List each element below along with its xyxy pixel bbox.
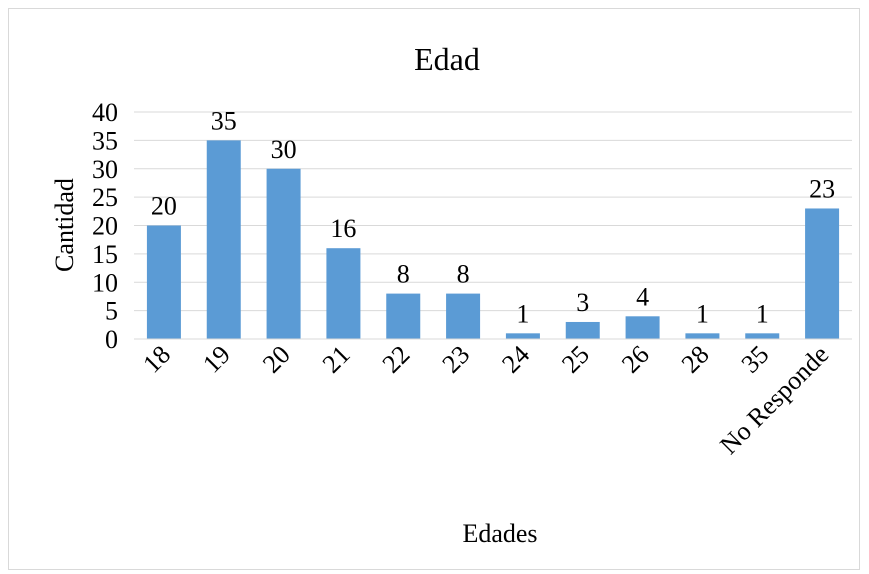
data-label: 20 bbox=[151, 192, 177, 221]
data-label: 4 bbox=[636, 282, 649, 311]
y-axis-label: Cantidad bbox=[50, 178, 79, 272]
y-tick-label: 35 bbox=[92, 126, 118, 155]
x-tick-label: 19 bbox=[197, 340, 236, 379]
data-label: 8 bbox=[397, 260, 410, 289]
gridlines bbox=[134, 111, 852, 312]
x-tick-label: 21 bbox=[317, 340, 356, 379]
x-tick-label: No Responde bbox=[714, 340, 834, 460]
y-tick-label: 40 bbox=[92, 98, 118, 127]
bar bbox=[266, 168, 301, 339]
bar bbox=[386, 293, 421, 339]
data-label: 3 bbox=[576, 288, 589, 317]
x-tick-label: 25 bbox=[556, 340, 595, 379]
x-tick-label: 24 bbox=[496, 340, 535, 379]
chart-title: Edad bbox=[414, 41, 480, 77]
data-label: 1 bbox=[756, 299, 769, 328]
data-label: 23 bbox=[809, 174, 835, 203]
x-tick-label: 22 bbox=[377, 340, 416, 379]
y-tick-label: 20 bbox=[92, 212, 118, 241]
data-label: 16 bbox=[330, 214, 356, 243]
y-tick-label: 0 bbox=[105, 325, 118, 354]
bar bbox=[565, 321, 600, 339]
bar bbox=[685, 333, 720, 339]
bar bbox=[146, 225, 181, 339]
data-label: 8 bbox=[457, 260, 470, 289]
y-tick-label: 15 bbox=[92, 240, 118, 269]
data-label: 1 bbox=[696, 299, 709, 328]
bar bbox=[745, 333, 780, 339]
data-label: 1 bbox=[516, 299, 529, 328]
bar bbox=[505, 333, 540, 339]
bar bbox=[446, 293, 481, 339]
x-axis-label: Edades bbox=[462, 519, 537, 548]
y-tick-label: 5 bbox=[105, 297, 118, 326]
y-tick-label: 30 bbox=[92, 155, 118, 184]
y-tick-label: 25 bbox=[92, 183, 118, 212]
bar bbox=[805, 208, 840, 339]
x-tick-label: 20 bbox=[257, 340, 296, 379]
data-labels: 20 35 30 16 8 8 1 3 4 1 1 23 bbox=[151, 106, 835, 328]
data-label: 30 bbox=[271, 135, 297, 164]
data-label: 35 bbox=[211, 106, 237, 135]
x-tick-label: 23 bbox=[436, 340, 475, 379]
x-tick-label: 35 bbox=[736, 340, 775, 379]
bar bbox=[625, 316, 660, 339]
y-tick-label: 10 bbox=[92, 268, 118, 297]
x-tick-label: 26 bbox=[616, 340, 655, 379]
bar bbox=[326, 248, 361, 339]
bars bbox=[146, 140, 840, 339]
x-tick-label: 18 bbox=[137, 340, 176, 379]
x-tick-label: 28 bbox=[676, 340, 715, 379]
bar bbox=[206, 140, 241, 339]
